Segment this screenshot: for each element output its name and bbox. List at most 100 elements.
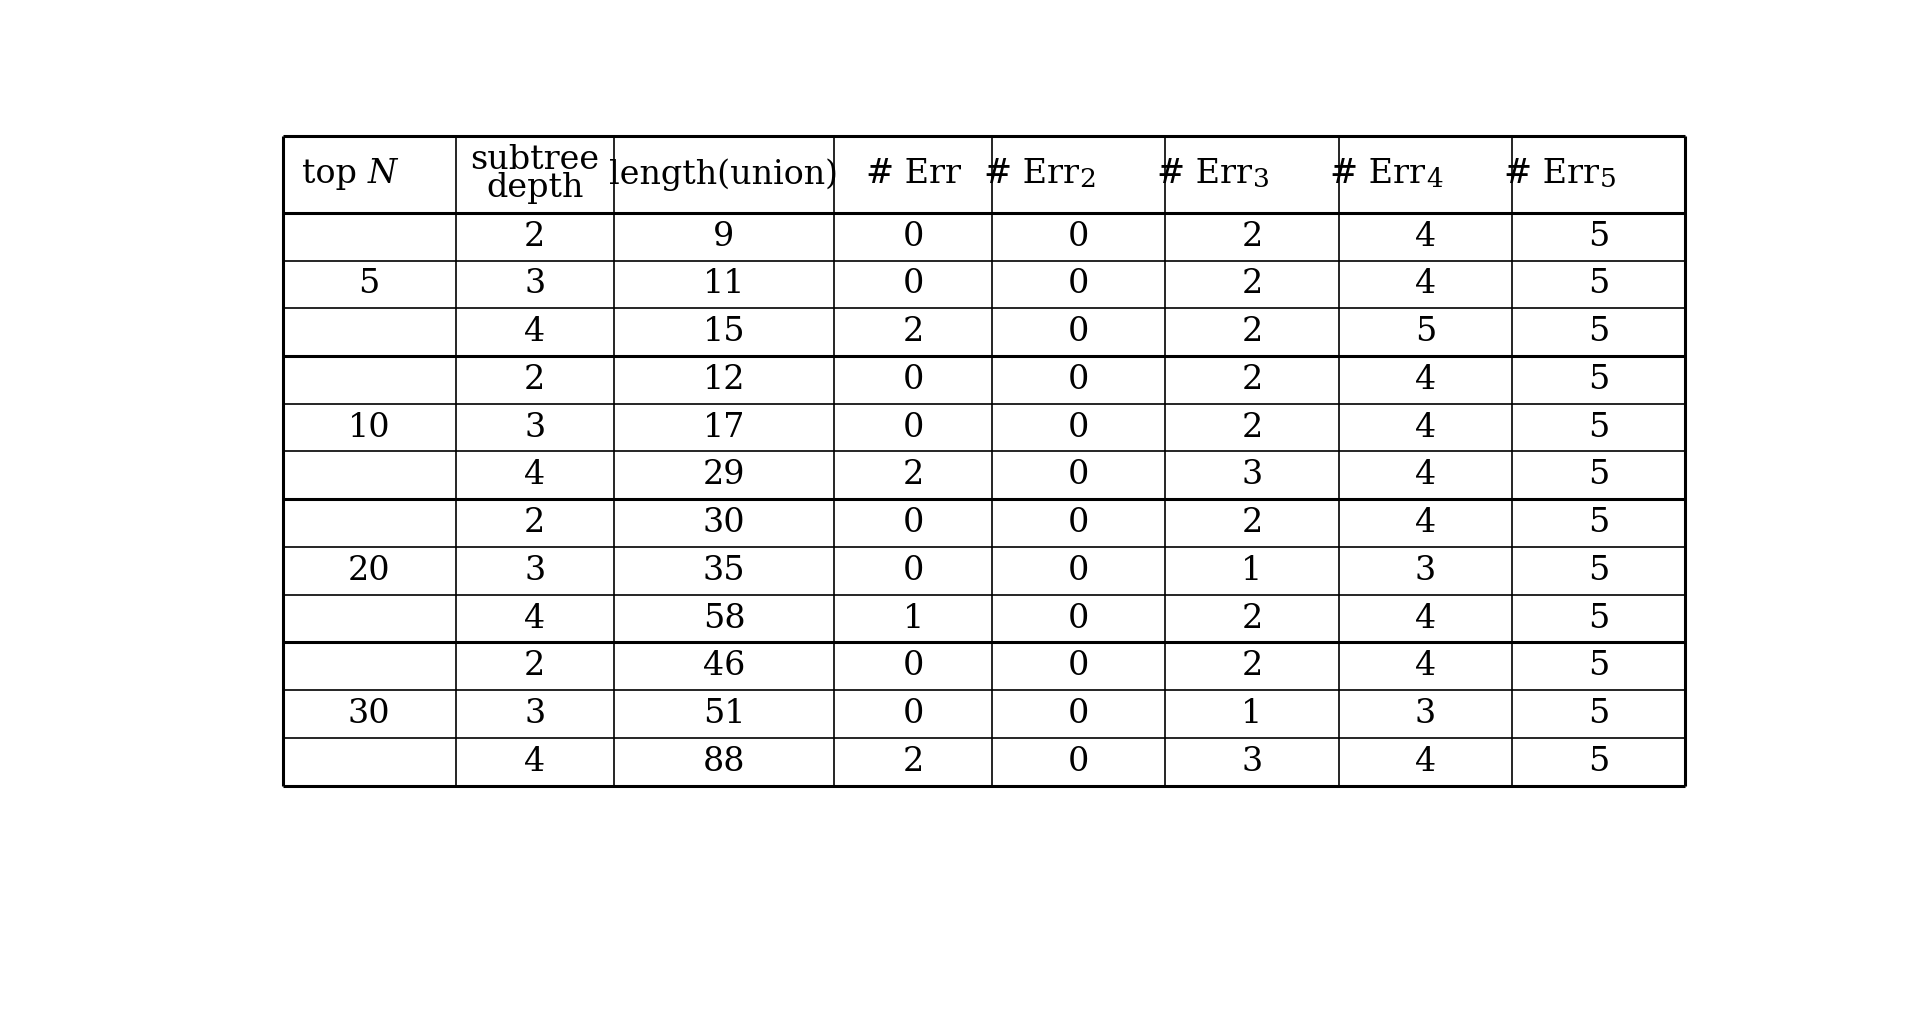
Text: 4: 4 bbox=[1415, 411, 1436, 444]
Text: 0: 0 bbox=[1068, 746, 1089, 778]
Text: 0: 0 bbox=[902, 411, 924, 444]
Text: 4: 4 bbox=[524, 459, 545, 492]
Text: 58: 58 bbox=[703, 602, 745, 635]
Text: 0: 0 bbox=[1068, 507, 1089, 539]
Text: 30: 30 bbox=[703, 507, 745, 539]
Text: 5: 5 bbox=[1588, 268, 1609, 301]
Text: 3: 3 bbox=[1242, 459, 1263, 492]
Text: 2: 2 bbox=[902, 746, 924, 778]
Text: 5: 5 bbox=[1588, 650, 1609, 683]
Text: 0: 0 bbox=[1068, 650, 1089, 683]
Text: 10: 10 bbox=[348, 411, 390, 444]
Text: 4: 4 bbox=[1415, 650, 1436, 683]
Text: 4: 4 bbox=[1415, 220, 1436, 253]
Text: 46: 46 bbox=[703, 650, 745, 683]
Text: 2: 2 bbox=[902, 316, 924, 348]
Text: 3: 3 bbox=[1415, 698, 1436, 731]
Text: 2: 2 bbox=[1242, 411, 1263, 444]
Text: 0: 0 bbox=[1068, 316, 1089, 348]
Text: 20: 20 bbox=[348, 555, 390, 587]
Text: 4: 4 bbox=[1427, 168, 1442, 192]
Text: 5: 5 bbox=[1588, 507, 1609, 539]
Text: 4: 4 bbox=[1415, 459, 1436, 492]
Text: depth: depth bbox=[486, 172, 584, 204]
Text: 9: 9 bbox=[714, 220, 735, 253]
Text: 2: 2 bbox=[524, 507, 545, 539]
Text: 2: 2 bbox=[902, 459, 924, 492]
Text: 3: 3 bbox=[1252, 168, 1269, 192]
Text: 0: 0 bbox=[1068, 459, 1089, 492]
Text: 5: 5 bbox=[1599, 168, 1617, 192]
Text: 0: 0 bbox=[1068, 602, 1089, 635]
Text: 2: 2 bbox=[524, 220, 545, 253]
Text: 5: 5 bbox=[1588, 411, 1609, 444]
Text: top: top bbox=[301, 158, 369, 190]
Text: 11: 11 bbox=[703, 268, 745, 301]
Text: 4: 4 bbox=[524, 602, 545, 635]
Text: 12: 12 bbox=[703, 364, 745, 396]
Text: 5: 5 bbox=[359, 268, 380, 301]
Text: N: N bbox=[369, 158, 397, 190]
Text: 0: 0 bbox=[1068, 364, 1089, 396]
Text: # Err: # Err bbox=[1158, 158, 1252, 190]
Text: 5: 5 bbox=[1588, 364, 1609, 396]
Text: 2: 2 bbox=[1079, 168, 1096, 192]
Text: 5: 5 bbox=[1588, 316, 1609, 348]
Text: 4: 4 bbox=[524, 316, 545, 348]
Text: 0: 0 bbox=[1068, 268, 1089, 301]
Text: 0: 0 bbox=[902, 507, 924, 539]
Text: 3: 3 bbox=[524, 555, 545, 587]
Text: 29: 29 bbox=[703, 459, 745, 492]
Text: 1: 1 bbox=[1242, 698, 1263, 731]
Text: 88: 88 bbox=[703, 746, 745, 778]
Text: 3: 3 bbox=[524, 268, 545, 301]
Text: 3: 3 bbox=[524, 411, 545, 444]
Text: length(union): length(union) bbox=[609, 157, 839, 191]
Text: 1: 1 bbox=[902, 602, 924, 635]
Text: 2: 2 bbox=[1242, 364, 1263, 396]
Text: 5: 5 bbox=[1588, 459, 1609, 492]
Text: 30: 30 bbox=[348, 698, 390, 731]
Text: 3: 3 bbox=[1415, 555, 1436, 587]
Text: 5: 5 bbox=[1588, 698, 1609, 731]
Text: # Err: # Err bbox=[983, 158, 1079, 190]
Text: 4: 4 bbox=[1415, 746, 1436, 778]
Text: 35: 35 bbox=[703, 555, 745, 587]
Text: 4: 4 bbox=[1415, 602, 1436, 635]
Text: 51: 51 bbox=[703, 698, 745, 731]
Text: 2: 2 bbox=[1242, 268, 1263, 301]
Text: 5: 5 bbox=[1588, 602, 1609, 635]
Text: 0: 0 bbox=[902, 555, 924, 587]
Text: 1: 1 bbox=[1242, 555, 1263, 587]
Text: 0: 0 bbox=[1068, 555, 1089, 587]
Text: 0: 0 bbox=[1068, 411, 1089, 444]
Text: 2: 2 bbox=[1242, 316, 1263, 348]
Text: 4: 4 bbox=[524, 746, 545, 778]
Text: 0: 0 bbox=[902, 364, 924, 396]
Text: 3: 3 bbox=[524, 698, 545, 731]
Text: 5: 5 bbox=[1588, 220, 1609, 253]
Text: 4: 4 bbox=[1415, 507, 1436, 539]
Text: 4: 4 bbox=[1415, 364, 1436, 396]
Text: 2: 2 bbox=[1242, 220, 1263, 253]
Text: # Err: # Err bbox=[1331, 158, 1425, 190]
Text: # Err: # Err bbox=[866, 158, 960, 190]
Text: 17: 17 bbox=[703, 411, 745, 444]
Text: 0: 0 bbox=[1068, 698, 1089, 731]
Text: 2: 2 bbox=[524, 650, 545, 683]
Text: 2: 2 bbox=[1242, 602, 1263, 635]
Text: 2: 2 bbox=[524, 364, 545, 396]
Text: 5: 5 bbox=[1415, 316, 1436, 348]
Text: 0: 0 bbox=[902, 650, 924, 683]
Text: 3: 3 bbox=[1242, 746, 1263, 778]
Text: 0: 0 bbox=[1068, 220, 1089, 253]
Text: 0: 0 bbox=[902, 268, 924, 301]
Text: subtree: subtree bbox=[470, 144, 599, 177]
Text: 2: 2 bbox=[1242, 507, 1263, 539]
Text: 15: 15 bbox=[703, 316, 745, 348]
Text: 0: 0 bbox=[902, 698, 924, 731]
Text: 0: 0 bbox=[902, 220, 924, 253]
Text: 5: 5 bbox=[1588, 555, 1609, 587]
Text: 4: 4 bbox=[1415, 268, 1436, 301]
Text: 5: 5 bbox=[1588, 746, 1609, 778]
